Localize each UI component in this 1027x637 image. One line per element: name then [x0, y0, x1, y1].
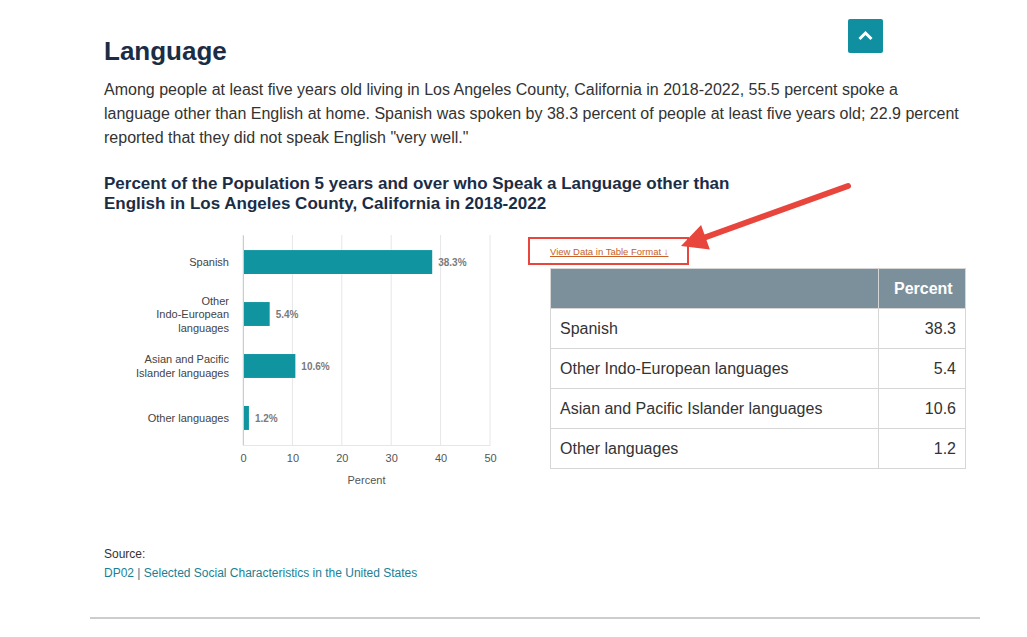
grid-line [490, 235, 491, 445]
chart-title: Percent of the Population 5 years and ov… [104, 174, 744, 214]
data-label: 5.4% [276, 309, 299, 320]
label-line: Spanish [189, 256, 229, 268]
value-axis-line [244, 445, 491, 446]
x-tick-label: 0 [240, 452, 246, 464]
x-tick-label: 40 [435, 452, 447, 464]
grid-line [391, 235, 392, 445]
table-cell: 10.6 [879, 389, 966, 429]
data-label: 1.2% [255, 413, 278, 424]
bars [243, 250, 432, 430]
source-link[interactable]: DP02 | Selected Social Characteristics i… [104, 566, 417, 580]
table-row: Spanish38.3 [551, 309, 966, 349]
table-row: Other languages1.2 [551, 429, 966, 469]
annotation-box [529, 238, 688, 264]
grid-line [341, 235, 342, 445]
bar [243, 354, 295, 378]
chevron[interactable] [860, 33, 872, 39]
y-tick: Asian and Pacific Islander languages [136, 353, 229, 379]
category-axis: Spanish OtherIndo-European languages Asian … [136, 236, 243, 446]
y-tick-label: Spanish [189, 256, 229, 268]
heading: Language [104, 36, 227, 67]
x-tick: 20 [336, 445, 348, 464]
label-line: Other [201, 295, 229, 307]
y-tick: Other languages [148, 412, 230, 424]
table-header-row: Percent [551, 269, 966, 309]
scroll-top-icon[interactable] [848, 19, 883, 53]
data-table: PercentSpanish38.3Other Indo-European la… [550, 268, 966, 469]
bar [243, 302, 270, 326]
table-cell: 38.3 [879, 309, 966, 349]
label-line: Asian and Pacific [145, 353, 230, 365]
grid-line [292, 235, 293, 445]
table-row: Asian and Pacific Islander languages10.6 [551, 389, 966, 429]
x-tick: 0 [240, 445, 246, 464]
bar [243, 406, 249, 430]
table-format-link[interactable]: View Data in Table Format ↓ [550, 246, 668, 257]
y-tick-label: OtherIndo-European languages [156, 295, 229, 334]
label-line: Islander languages [136, 367, 229, 379]
separator [90, 618, 980, 619]
y-tick-label: Asian and Pacific Islander languages [136, 353, 229, 379]
x-tick-label: 20 [336, 452, 348, 464]
source-label: Source: [104, 547, 145, 561]
category-axis-line [243, 236, 244, 446]
y-tick: Spanish [189, 256, 229, 268]
x-tick: 10 [287, 445, 299, 464]
x-tick: 50 [484, 445, 496, 464]
label-line: Indo-European [156, 308, 229, 320]
x-axis-title: Percent [348, 474, 386, 486]
table-cell: Asian and Pacific Islander languages [551, 389, 879, 429]
table-row: Other Indo-European languages5.4 [551, 349, 966, 389]
bar [243, 250, 432, 274]
table-cell: 5.4 [879, 349, 966, 389]
y-tick: OtherIndo-European languages [156, 295, 229, 334]
table-cell: Other Indo-European languages [551, 349, 879, 389]
x-tick: 30 [386, 445, 398, 464]
table-header-cell: Percent [879, 269, 966, 309]
table-cell: 1.2 [879, 429, 966, 469]
grid-line [243, 235, 244, 445]
table-cell: Other languages [551, 429, 879, 469]
x-tick-label: 30 [386, 452, 398, 464]
grid-line [440, 235, 441, 445]
label-line: languages [178, 322, 229, 334]
x-tick-label: 10 [287, 452, 299, 464]
table-cell: Spanish [551, 309, 879, 349]
y-tick-label: Other languages [148, 412, 230, 424]
annotation-arrow-shaft [705, 186, 848, 237]
x-tick-label: 50 [484, 452, 496, 464]
scroll-top-button[interactable] [848, 19, 883, 53]
x-tick: 40 [435, 445, 447, 464]
bar-chart: 0 10 20 30 40 50 Percent Spanish OtherIndo-Europ… [136, 235, 497, 486]
label-line: Other languages [148, 412, 230, 424]
data-label: 10.6% [301, 361, 329, 372]
data-label: 38.3% [438, 257, 466, 268]
annotation-arrow-head [681, 225, 710, 249]
table-header-cell [551, 269, 879, 309]
data-labels: 38.3% 5.4% 10.6% 1.2% [255, 257, 467, 424]
paragraph: Among people at least five years old liv… [104, 78, 966, 150]
grid [243, 235, 490, 445]
chart-svg: 01020304050PercentSpanishOtherIndo-Europ… [0, 0, 1027, 637]
value-axis: 0 10 20 30 40 50 [240, 445, 496, 464]
